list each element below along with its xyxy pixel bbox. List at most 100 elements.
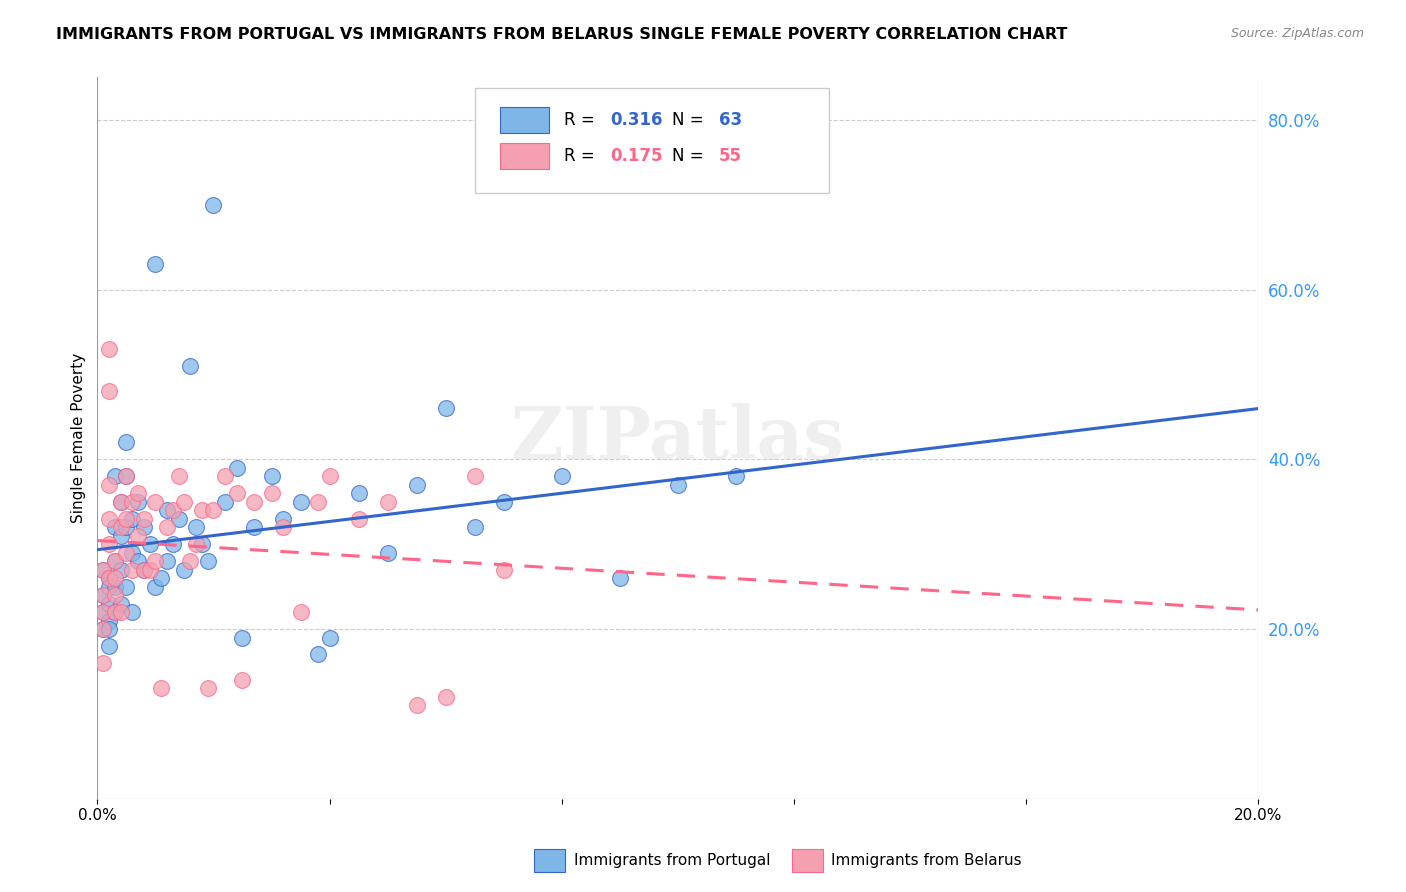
Text: Source: ZipAtlas.com: Source: ZipAtlas.com: [1230, 27, 1364, 40]
FancyBboxPatch shape: [534, 849, 565, 872]
Point: [97, 512, 120, 526]
Point: [110, 563, 132, 577]
Point: [377, 546, 399, 560]
Point: [97, 342, 120, 356]
Point: [307, 494, 329, 508]
Point: [110, 597, 132, 611]
Point: [127, 529, 149, 543]
Point: [138, 563, 160, 577]
Point: [97, 614, 120, 628]
Point: [271, 512, 294, 526]
Point: [97, 571, 120, 585]
Text: 0.316: 0.316: [610, 111, 664, 129]
Point: [91, 563, 114, 577]
Point: [97, 580, 120, 594]
Point: [167, 512, 190, 526]
Point: [271, 520, 294, 534]
Point: [97, 537, 120, 551]
Point: [173, 563, 195, 577]
Point: [97, 622, 120, 636]
Point: [464, 520, 486, 534]
Text: 55: 55: [718, 147, 741, 165]
FancyBboxPatch shape: [475, 88, 830, 193]
Point: [97, 597, 120, 611]
Point: [110, 605, 132, 619]
Point: [115, 546, 138, 560]
Point: [197, 554, 219, 568]
Point: [127, 494, 149, 508]
Point: [91, 588, 114, 602]
Point: [110, 529, 132, 543]
Point: [104, 554, 127, 568]
Point: [132, 512, 155, 526]
Point: [127, 486, 149, 500]
Point: [115, 469, 138, 483]
Point: [666, 477, 689, 491]
Point: [104, 520, 127, 534]
Point: [202, 198, 225, 212]
Point: [121, 512, 143, 526]
Text: N =: N =: [672, 111, 709, 129]
Point: [156, 503, 179, 517]
Point: [104, 571, 127, 585]
Text: ZIPatlas: ZIPatlas: [510, 402, 845, 474]
Point: [191, 537, 214, 551]
Text: Immigrants from Portugal: Immigrants from Portugal: [574, 854, 770, 868]
Point: [104, 554, 127, 568]
Point: [145, 554, 167, 568]
Point: [434, 690, 457, 704]
Text: R =: R =: [564, 111, 600, 129]
Point: [115, 469, 138, 483]
Point: [97, 384, 120, 399]
Point: [91, 605, 114, 619]
Text: R =: R =: [564, 147, 600, 165]
Point: [231, 631, 253, 645]
Text: IMMIGRANTS FROM PORTUGAL VS IMMIGRANTS FROM BELARUS SINGLE FEMALE POVERTY CORREL: IMMIGRANTS FROM PORTUGAL VS IMMIGRANTS F…: [56, 27, 1067, 42]
Point: [115, 512, 138, 526]
Point: [202, 503, 225, 517]
Point: [225, 460, 247, 475]
Point: [225, 486, 247, 500]
Point: [110, 494, 132, 508]
Point: [145, 494, 167, 508]
Point: [104, 469, 127, 483]
Text: Immigrants from Belarus: Immigrants from Belarus: [831, 854, 1022, 868]
Point: [290, 494, 312, 508]
Point: [260, 469, 283, 483]
Point: [121, 605, 143, 619]
Point: [214, 469, 236, 483]
Point: [243, 494, 266, 508]
Point: [405, 477, 427, 491]
Point: [127, 554, 149, 568]
Text: 63: 63: [718, 111, 742, 129]
Point: [150, 571, 173, 585]
Point: [434, 401, 457, 416]
Text: N =: N =: [672, 147, 709, 165]
Point: [307, 648, 329, 662]
Point: [91, 605, 114, 619]
Y-axis label: Single Female Poverty: Single Female Poverty: [72, 353, 86, 524]
Point: [243, 520, 266, 534]
Point: [347, 512, 370, 526]
Point: [191, 503, 214, 517]
Point: [104, 580, 127, 594]
Point: [91, 563, 114, 577]
Point: [132, 563, 155, 577]
Point: [260, 486, 283, 500]
Point: [104, 605, 127, 619]
Point: [492, 563, 515, 577]
Point: [150, 681, 173, 696]
Point: [91, 588, 114, 602]
Point: [110, 520, 132, 534]
Point: [156, 520, 179, 534]
Point: [91, 622, 114, 636]
FancyBboxPatch shape: [501, 143, 548, 169]
Point: [318, 631, 340, 645]
Point: [464, 469, 486, 483]
Point: [97, 571, 120, 585]
Point: [104, 605, 127, 619]
Point: [184, 537, 207, 551]
Text: 0.175: 0.175: [610, 147, 664, 165]
Point: [214, 494, 236, 508]
Point: [91, 622, 114, 636]
